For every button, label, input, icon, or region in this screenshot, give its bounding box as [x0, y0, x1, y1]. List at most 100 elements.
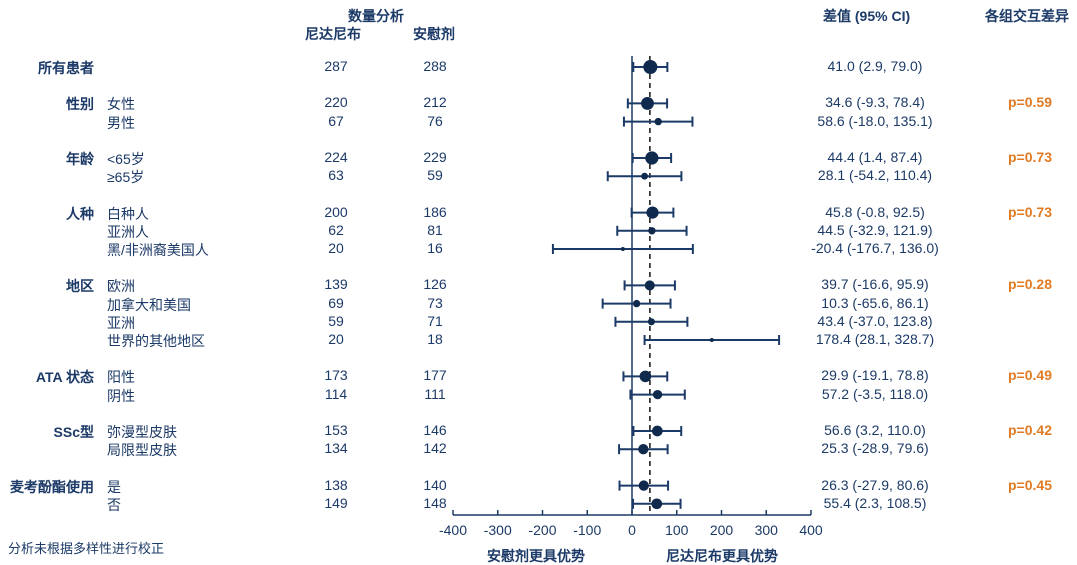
point-estimate [646, 206, 659, 219]
estimate-ci: 44.5 (-32.9, 121.9) [817, 221, 933, 238]
point-estimate [652, 389, 663, 400]
n-drug: 114 [324, 385, 348, 402]
x-tick-label: 200 [710, 522, 734, 538]
interaction-p-value: p=0.73 [1008, 203, 1052, 220]
n-placebo: 59 [427, 167, 443, 184]
point-estimate [641, 96, 654, 110]
n-drug: 153 [324, 422, 348, 438]
n-placebo: 177 [423, 367, 447, 384]
col-interaction-header: 各组交互差异 [985, 8, 1069, 24]
n-placebo: 146 [423, 422, 447, 438]
interaction-p-value: p=0.28 [1008, 276, 1052, 293]
subgroup-label: 欧洲 [107, 278, 135, 295]
n-drug: 20 [328, 240, 344, 256]
group-label: 性别 [66, 96, 94, 113]
n-drug: 59 [328, 312, 344, 329]
x-tick-label: -300 [484, 522, 512, 538]
point-estimate [632, 299, 641, 308]
n-drug: 62 [328, 221, 344, 238]
x-label-right: 尼达尼布更具优势 [666, 548, 778, 564]
group-label: SSc型 [53, 424, 94, 440]
n-drug: 224 [324, 149, 348, 165]
estimate-ci: 55.4 (2.3, 108.5) [823, 494, 927, 511]
col-diff-header: 差值 (95% CI) [823, 8, 911, 24]
estimate-ci: -20.4 (-176.7, 136.0) [811, 240, 939, 256]
n-drug: 63 [328, 167, 344, 184]
subgroup-label: 否 [107, 496, 121, 513]
subgroup-label: <65岁 [107, 151, 145, 167]
point-estimate [639, 370, 652, 383]
col-drug-header: 尼达尼布 [305, 26, 361, 42]
group-label: 所有患者 [38, 60, 94, 76]
n-drug: 149 [324, 494, 348, 511]
estimate-ci: 45.8 (-0.8, 92.5) [825, 203, 925, 220]
estimate-ci: 28.1 (-54.2, 110.4) [817, 167, 933, 184]
subgroup-label: 男性 [107, 114, 135, 131]
point-estimate [648, 227, 656, 235]
x-tick-label: -400 [439, 522, 467, 538]
estimate-ci: 44.4 (1.4, 87.4) [827, 149, 923, 165]
x-tick-label: 100 [665, 522, 689, 538]
point-estimate [643, 60, 658, 74]
group-label: 麦考酚酯使用 [10, 478, 94, 495]
footnote: 分析未根据多样性进行校正 [8, 541, 165, 556]
subgroup-label: 世界的其他地区 [107, 333, 205, 349]
subgroup-label: 阳性 [107, 369, 135, 386]
subgroup-label: 弥漫型皮肤 [107, 424, 177, 440]
point-estimate [654, 117, 662, 126]
n-placebo: 212 [423, 94, 447, 111]
x-tick-label: 0 [628, 522, 636, 538]
n-drug: 69 [328, 294, 344, 311]
x-label-left: 安慰剂更具优势 [487, 548, 585, 564]
x-tick-label: 400 [799, 522, 823, 538]
interaction-p-value: p=0.49 [1008, 367, 1052, 384]
estimate-ci: 178.4 (28.1, 328.7) [815, 331, 935, 347]
n-placebo: 71 [427, 312, 443, 329]
subgroup-label: 是 [107, 478, 121, 495]
estimate-ci: 26.3 (-27.9, 80.6) [821, 476, 929, 493]
interaction-p-value: p=0.42 [1008, 422, 1052, 438]
interaction-p-value: p=0.45 [1008, 476, 1052, 493]
point-estimate [641, 172, 648, 180]
estimate-ci: 10.3 (-65.6, 86.1) [821, 294, 929, 311]
n-drug: 134 [324, 440, 348, 457]
point-estimate [647, 318, 655, 326]
col-placebo-header: 安慰剂 [413, 26, 455, 42]
subgroup-label: ≥65岁 [107, 169, 145, 186]
n-placebo: 186 [423, 203, 447, 220]
n-placebo: 229 [423, 149, 447, 165]
group-label: 人种 [66, 205, 94, 222]
n-drug: 20 [328, 331, 344, 347]
n-drug: 173 [324, 367, 348, 384]
n-placebo: 140 [423, 476, 447, 493]
group-label: 地区 [66, 278, 94, 295]
n-placebo: 126 [423, 276, 447, 293]
n-drug: 287 [324, 58, 348, 74]
n-placebo: 148 [423, 494, 447, 511]
estimate-ci: 58.6 (-18.0, 135.1) [817, 112, 933, 129]
point-estimate [638, 480, 649, 491]
count-header: 数量分析 [348, 8, 404, 24]
n-drug: 220 [324, 94, 348, 111]
n-placebo: 73 [427, 294, 443, 311]
group-label: 年龄 [66, 151, 94, 167]
n-placebo: 111 [424, 385, 446, 402]
point-estimate [645, 151, 659, 165]
subgroup-label: 加拿大和美国 [107, 296, 191, 313]
n-placebo: 16 [427, 240, 443, 256]
estimate-ci: 57.2 (-3.5, 118.0) [821, 385, 929, 402]
point-estimate [651, 498, 663, 510]
n-drug: 200 [324, 203, 348, 220]
subgroup-label: 女性 [107, 96, 135, 113]
point-estimate [644, 280, 655, 291]
point-estimate [651, 425, 663, 437]
n-drug: 138 [324, 476, 348, 493]
subgroup-label: 亚洲 [107, 314, 135, 331]
subgroup-label: 阴性 [107, 387, 135, 404]
interaction-p-value: p=0.73 [1008, 149, 1052, 165]
interaction-p-value: p=0.59 [1008, 94, 1052, 111]
subgroup-label: 黑/非洲裔美国人 [107, 242, 209, 258]
estimate-ci: 34.6 (-9.3, 78.4) [825, 94, 925, 111]
estimate-ci: 41.0 (2.9, 79.0) [827, 58, 923, 74]
